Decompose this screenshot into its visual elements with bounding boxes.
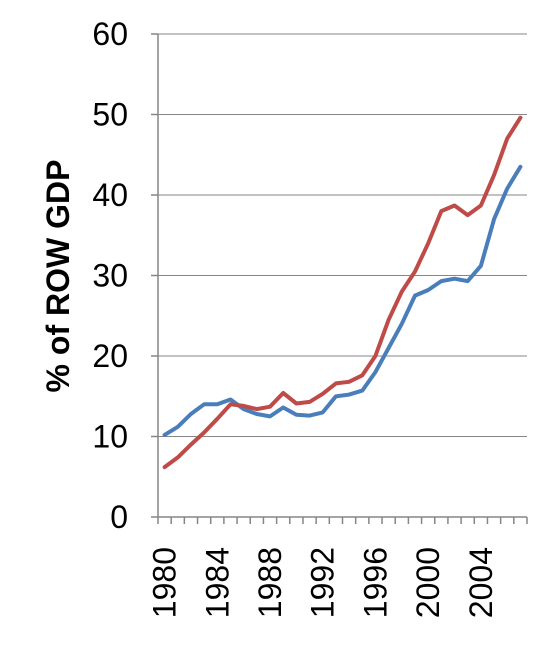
x-tick-label: 2000 <box>410 547 446 618</box>
gridlines <box>158 33 527 437</box>
x-tick-label: 1996 <box>357 547 393 618</box>
y-tick-label: 10 <box>92 419 128 455</box>
y-axis-title: % of ROW GDP <box>40 160 76 393</box>
y-tick-label: 40 <box>92 177 128 213</box>
series-lines <box>162 115 523 470</box>
x-tick-label: 1980 <box>147 547 183 618</box>
y-axis-ticks: 0 10 20 30 40 50 60 <box>92 16 158 535</box>
series-line-2 <box>162 115 523 470</box>
x-tick-label: 1988 <box>252 547 288 618</box>
y-tick-label: 30 <box>92 258 128 294</box>
series-line-1 <box>162 164 523 437</box>
x-tick-label: 1992 <box>305 547 341 618</box>
x-axis-ticks: 1980 1984 1988 1992 1996 2000 2004 <box>147 517 528 618</box>
x-tick-label: 1984 <box>199 547 235 618</box>
y-tick-label: 0 <box>110 499 128 535</box>
y-tick-label: 50 <box>92 97 128 133</box>
y-tick-label: 20 <box>92 338 128 374</box>
x-tick-label: 2004 <box>463 547 499 618</box>
y-tick-label: 60 <box>92 16 128 52</box>
